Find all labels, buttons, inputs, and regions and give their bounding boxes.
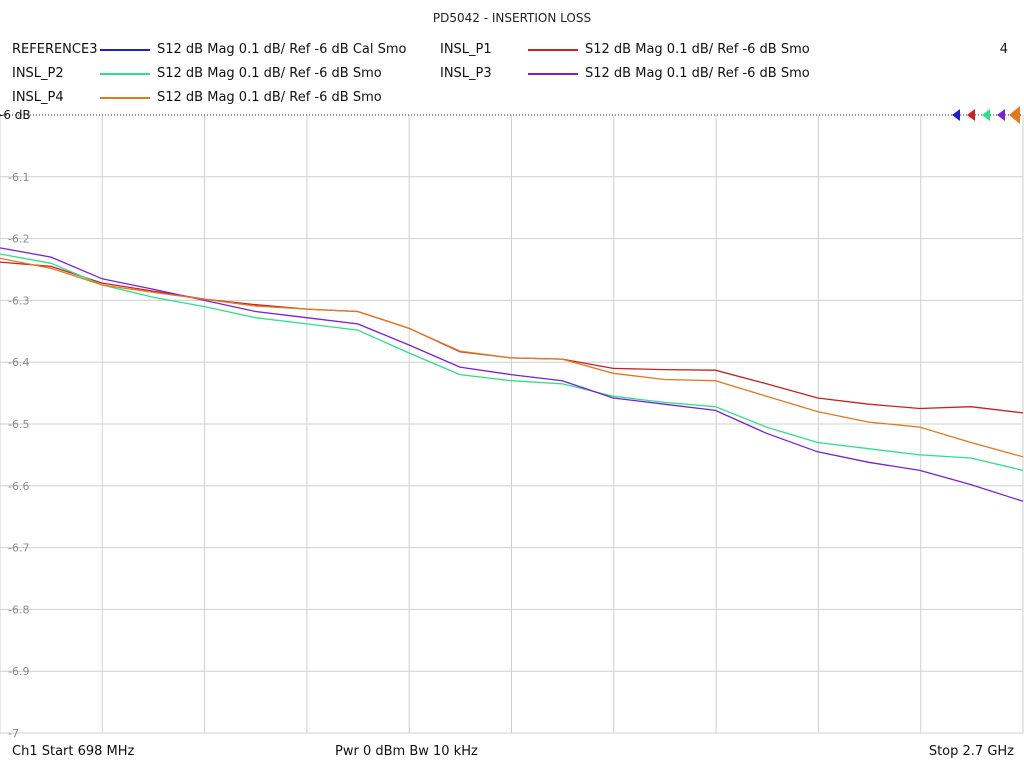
y-tick-labels: -6.1 -6.2 -6.3 -6.4 -6.5 -6.6 -6.7 -6.8 -6.9 -7 -6… — [0, 108, 31, 740]
legend-swatch-insl-p2 — [100, 73, 150, 75]
y-tick-label: -6.8 — [8, 603, 29, 616]
trace-insl-p2 — [0, 253, 1024, 472]
stop-frequency: Stop 2.7 GHz — [928, 744, 1014, 759]
legend-swatch-reference3 — [100, 49, 150, 51]
legend-desc-insl-p3: S12 dB Mag 0.1 dB/ Ref -6 dB Smo — [585, 66, 810, 81]
ref-level-label: -6 dB — [0, 108, 31, 122]
start-frequency: Ch1 Start 698 MHz — [12, 744, 135, 759]
legend-desc-reference3: S12 dB Mag 0.1 dB/ Ref -6 dB Cal Smo — [157, 42, 407, 57]
legend-name-reference3: REFERENCE3 — [12, 42, 98, 57]
legend-desc-insl-p4: S12 dB Mag 0.1 dB/ Ref -6 dB Smo — [157, 90, 382, 105]
trace-insl-p3 — [0, 247, 1024, 502]
legend-swatch-insl-p1 — [528, 49, 578, 51]
legend-name-insl-p3: INSL_P3 — [440, 66, 492, 81]
y-tick-label: -7 — [8, 727, 19, 740]
ref-marker-insl-p4 — [1009, 106, 1020, 124]
y-tick-label: -6.1 — [8, 171, 29, 184]
y-tick-label: -6.9 — [8, 665, 29, 678]
ref-marker-insl-p1 — [967, 109, 975, 121]
trace-group — [0, 247, 1024, 502]
y-tick-label: -6.4 — [8, 356, 29, 369]
y-tick-label: -6.5 — [8, 418, 29, 431]
legend-desc-insl-p2: S12 dB Mag 0.1 dB/ Ref -6 dB Smo — [157, 66, 382, 81]
ref-marker-insl-p2 — [982, 109, 990, 121]
legend-name-insl-p2: INSL_P2 — [12, 66, 64, 81]
legend-desc-insl-p1: S12 dB Mag 0.1 dB/ Ref -6 dB Smo — [585, 42, 810, 57]
y-tick-label: -6.6 — [8, 480, 29, 493]
legend-swatch-insl-p4 — [100, 97, 150, 99]
legend-name-insl-p1: INSL_P1 — [440, 42, 492, 57]
y-tick-label: -6.3 — [8, 294, 29, 307]
trace-insl-p4 — [0, 257, 1024, 458]
ref-marker-insl-p3 — [997, 109, 1005, 121]
legend-name-insl-p4: INSL_P4 — [12, 90, 64, 105]
y-tick-label: -6.2 — [8, 233, 29, 246]
y-tick-label: -6.7 — [8, 542, 29, 555]
legend-swatch-insl-p3 — [528, 73, 578, 75]
chart-title: PD5042 - INSERTION LOSS — [432, 11, 592, 25]
ref-markers — [952, 106, 1020, 124]
grid-lines — [0, 114, 1024, 734]
marker-count: 4 — [999, 42, 1008, 57]
power-bandwidth: Pwr 0 dBm Bw 10 kHz — [335, 744, 478, 759]
ref-marker-reference3 — [952, 109, 960, 121]
